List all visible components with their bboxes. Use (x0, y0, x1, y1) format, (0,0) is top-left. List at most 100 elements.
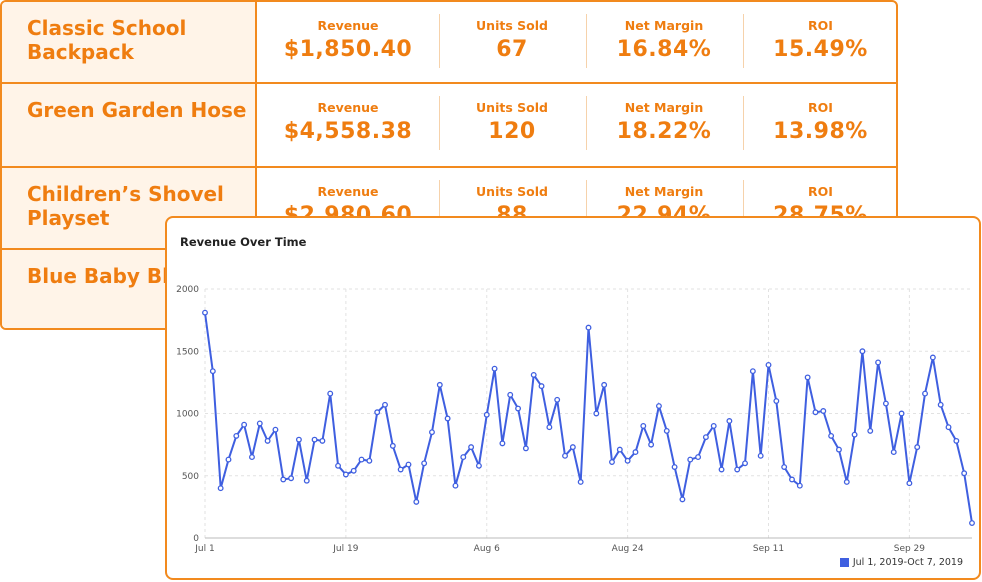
data-point (726, 418, 733, 424)
data-point (577, 479, 584, 485)
data-point (781, 464, 788, 470)
data-point (695, 454, 702, 461)
column-divider (439, 96, 440, 150)
data-point (562, 452, 568, 459)
data-point (319, 437, 326, 444)
data-point (601, 381, 608, 388)
data-point (710, 422, 717, 429)
data-point (953, 437, 960, 444)
data-point (969, 520, 975, 527)
data-point (640, 422, 647, 429)
metric-label: Revenue (317, 100, 379, 115)
data-point (890, 449, 897, 456)
product-row[interactable]: Classic School Backpack Revenue $1,850.40 U… (2, 2, 896, 86)
data-point (468, 444, 475, 451)
data-point (882, 400, 889, 407)
data-point (389, 442, 396, 449)
data-point (515, 405, 522, 412)
metric-value: 67 (496, 37, 528, 62)
data-point (929, 354, 936, 361)
chart-title: Revenue Over Time (180, 235, 307, 249)
metric-label: Net Margin (624, 18, 704, 33)
data-point (937, 401, 944, 408)
metric-label: Units Sold (476, 18, 548, 33)
data-point (327, 390, 334, 397)
data-point (350, 467, 357, 474)
data-point (609, 459, 615, 466)
data-point (249, 454, 255, 461)
legend-swatch (839, 558, 849, 567)
x-tick-label: Sep 11 (753, 544, 784, 554)
metric-value: 15.49% (773, 37, 868, 62)
column-divider (743, 180, 744, 234)
data-point (655, 403, 662, 409)
data-point (773, 398, 780, 404)
data-point (280, 476, 287, 483)
data-point (475, 462, 482, 469)
metric-margin: Net Margin 16.84% (586, 2, 742, 86)
data-point (366, 457, 373, 464)
metric-value: 120 (488, 119, 536, 144)
data-point (202, 309, 208, 316)
data-point (522, 445, 529, 452)
column-divider (439, 14, 440, 68)
data-point (945, 424, 952, 431)
data-point (483, 411, 490, 418)
x-tick-label: Jul 19 (332, 544, 358, 554)
x-tick-label: Aug 24 (612, 544, 644, 554)
data-point (444, 415, 451, 422)
data-point (217, 485, 224, 492)
data-point (436, 381, 443, 388)
metric-label: Net Margin (624, 184, 704, 199)
data-point (397, 466, 404, 473)
data-point (742, 460, 748, 467)
data-point (632, 449, 639, 456)
data-point (374, 409, 381, 416)
data-point (898, 410, 905, 417)
metric-label: ROI (808, 184, 833, 199)
data-point (335, 462, 342, 469)
data-point (679, 496, 686, 503)
data-point (264, 437, 271, 444)
metric-value: $1,850.40 (283, 37, 413, 62)
metric-units: Units Sold 67 (439, 2, 585, 86)
data-point (828, 432, 835, 439)
metric-value: $4,558.38 (283, 119, 413, 144)
data-point (820, 408, 827, 414)
y-tick-label: 1500 (176, 347, 199, 357)
data-point (491, 365, 498, 372)
data-point (382, 401, 388, 408)
metric-roi: ROI 13.98% (743, 84, 896, 168)
x-tick-label: Aug 6 (474, 544, 500, 554)
data-point (593, 410, 600, 417)
data-point (507, 391, 514, 398)
y-tick-label: 0 (193, 534, 199, 544)
data-point (914, 444, 921, 451)
column-divider (586, 96, 587, 150)
product-row[interactable]: Green Garden Hose Revenue $4,558.38 Units S… (2, 84, 896, 168)
data-point (530, 371, 537, 378)
y-tick-label: 500 (182, 472, 199, 482)
data-point (687, 456, 694, 463)
data-point (233, 432, 240, 439)
metric-units: Units Sold 120 (439, 84, 585, 168)
data-point (554, 396, 561, 403)
data-point (851, 431, 858, 438)
metric-label: Units Sold (476, 100, 548, 115)
data-point (961, 470, 968, 477)
metric-revenue: Revenue $1,850.40 (258, 2, 438, 86)
data-point (499, 440, 506, 447)
metric-revenue: Revenue $4,558.38 (258, 84, 438, 168)
metric-label: ROI (808, 100, 833, 115)
column-divider (586, 180, 587, 234)
series-line (204, 312, 973, 524)
data-point (538, 383, 545, 390)
data-point (342, 471, 349, 478)
data-point (225, 456, 232, 463)
data-point (922, 390, 928, 397)
metric-label: Revenue (317, 184, 379, 199)
chart-legend[interactable]: Jul 1, 2019-Oct 7, 2019 (839, 557, 963, 568)
data-point (804, 374, 811, 381)
metric-roi: ROI 15.49% (743, 2, 896, 86)
product-name: Green Garden Hose (2, 84, 257, 166)
